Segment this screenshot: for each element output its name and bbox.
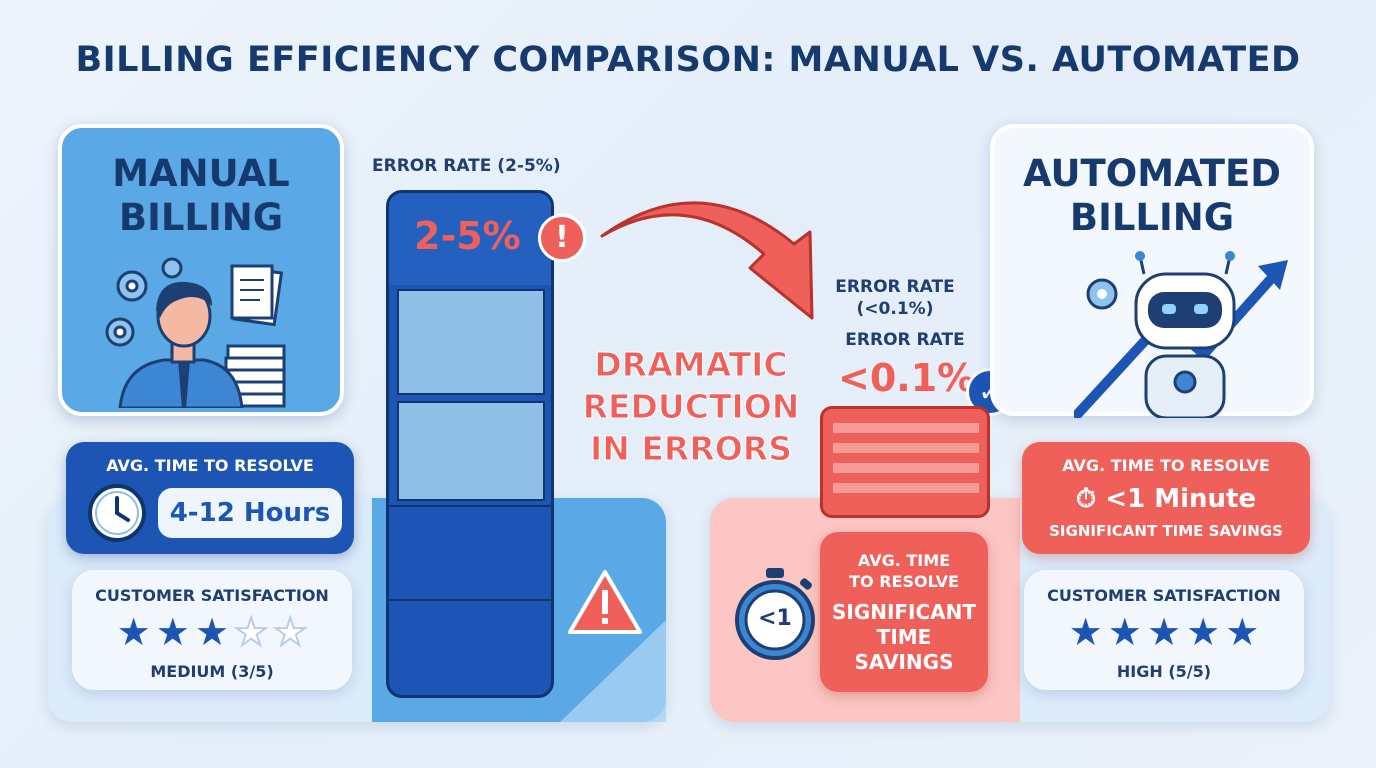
stopwatch-large-icon (735, 568, 815, 660)
warning-triangle-icon (568, 570, 642, 634)
automated-time-label: AVG. TIME TO RESOLVE (1062, 456, 1270, 475)
automated-error-value: <0.1% (838, 356, 976, 400)
star-empty-icon: ★ (233, 610, 269, 654)
manual-time-label: AVG. TIME TO RESOLVE (106, 456, 314, 475)
automated-inner-time-value-line1: SIGNIFICANT (831, 600, 977, 624)
robot-icon (1074, 251, 1288, 418)
bar-stripe (833, 443, 979, 453)
middle-line2: REDUCTION (582, 387, 800, 427)
middle-line3: IN ERRORS (590, 429, 793, 469)
bar-stripe (833, 483, 979, 493)
dramatic-reduction-text: DRAMATIC REDUCTION IN ERRORS (566, 344, 816, 470)
automated-heading-line2: BILLING (1069, 196, 1235, 239)
automated-inner-time-value-line3: SAVINGS (854, 650, 954, 674)
automated-time-card: AVG. TIME TO RESOLVE ⏱ <1 Minute SIGNIFI… (1022, 442, 1310, 554)
star-filled-icon: ★ (1107, 610, 1142, 654)
reduction-arrow-icon (600, 201, 814, 320)
automated-error-label-a-line2: (<0.1%) (856, 299, 934, 319)
manual-error-bar (386, 190, 554, 698)
manual-error-value: 2-5% (414, 214, 521, 258)
manual-satisfaction-label: CUSTOMER SATISFACTION (95, 586, 329, 605)
star-filled-icon: ★ (194, 610, 230, 654)
bar-stripe (833, 463, 979, 473)
manual-error-segment-4 (389, 599, 551, 695)
manual-error-paper-segment-1 (397, 289, 545, 395)
star-filled-icon: ★ (116, 610, 151, 654)
automated-inner-time-label-line1: AVG. TIME (857, 551, 951, 570)
automated-error-label-a: ERROR RATE (<0.1%) (820, 276, 970, 320)
automated-inner-time-card: AVG. TIME TO RESOLVE SIGNIFICANT TIME SA… (820, 532, 988, 692)
automated-inner-time-label-line2: TO RESOLVE (849, 572, 959, 591)
automated-billing-card: AUTOMATED BILLING (990, 124, 1314, 418)
manual-panel-glare (560, 620, 666, 722)
stopwatch-text: <1 (758, 606, 792, 631)
manual-error-segment-3 (389, 505, 551, 599)
automated-heading-line1: AUTOMATED (1022, 152, 1282, 195)
manual-satisfaction-text: MEDIUM (3/5) (150, 662, 274, 681)
manual-heading-line2: BILLING (118, 196, 284, 239)
automated-satisfaction-text: HIGH (5/5) (1116, 662, 1212, 681)
manual-error-top-segment (389, 193, 551, 285)
middle-line1: DRAMATIC (594, 345, 788, 385)
automated-time-sub: SIGNIFICANT TIME SAVINGS (1049, 522, 1283, 540)
manual-time-value: 4-12 Hours (169, 498, 331, 528)
automated-inner-time-value: SIGNIFICANT TIME SAVINGS (820, 600, 988, 675)
automated-satisfaction-card: CUSTOMER SATISFACTION ★ ★ ★ ★ ★ HIGH (5/… (1024, 570, 1304, 690)
manual-billing-card: MANUAL BILLING (58, 124, 344, 416)
star-filled-icon: ★ (1146, 610, 1182, 654)
manual-error-warning-icon: ! (538, 214, 586, 262)
automated-time-value-row: ⏱ <1 Minute (1022, 484, 1310, 515)
stopwatch-icon: ⏱ (1075, 484, 1097, 514)
manual-heading-line1: MANUAL (112, 152, 290, 195)
automated-error-label-b: ERROR RATE (845, 330, 965, 350)
star-filled-icon: ★ (1068, 610, 1103, 654)
automated-star-rating: ★ ★ ★ ★ ★ (1024, 612, 1304, 652)
manual-star-rating: ★ ★ ★ ★ ★ (72, 610, 352, 654)
star-filled-icon: ★ (1225, 610, 1260, 654)
automated-inner-time-value-line2: TIME (876, 625, 932, 649)
manual-error-paper-segment-2 (397, 401, 545, 501)
star-filled-icon: ★ (1186, 610, 1221, 654)
manual-error-label: ERROR RATE (2-5%) (372, 156, 561, 176)
automated-time-value: <1 Minute (1105, 484, 1257, 514)
automated-satisfaction-label: CUSTOMER SATISFACTION (1047, 586, 1281, 605)
automated-error-label-a-line1: ERROR RATE (835, 277, 955, 297)
clock-icon (88, 484, 146, 542)
stressed-worker-icon (105, 257, 286, 408)
star-empty-icon: ★ (272, 610, 308, 654)
manual-satisfaction-card: CUSTOMER SATISFACTION ★ ★ ★ ★ ★ MEDIUM (… (72, 570, 352, 690)
bar-stripe (833, 423, 979, 433)
manual-time-value-pill: 4-12 Hours (158, 488, 342, 538)
star-filled-icon: ★ (155, 610, 190, 654)
manual-time-card: AVG. TIME TO RESOLVE 4-12 Hours (66, 442, 354, 554)
automated-error-bar (820, 406, 990, 518)
automated-inner-time-label: AVG. TIME TO RESOLVE (820, 550, 988, 592)
page-title: BILLING EFFICIENCY COMPARISON: MANUAL VS… (75, 40, 1301, 80)
